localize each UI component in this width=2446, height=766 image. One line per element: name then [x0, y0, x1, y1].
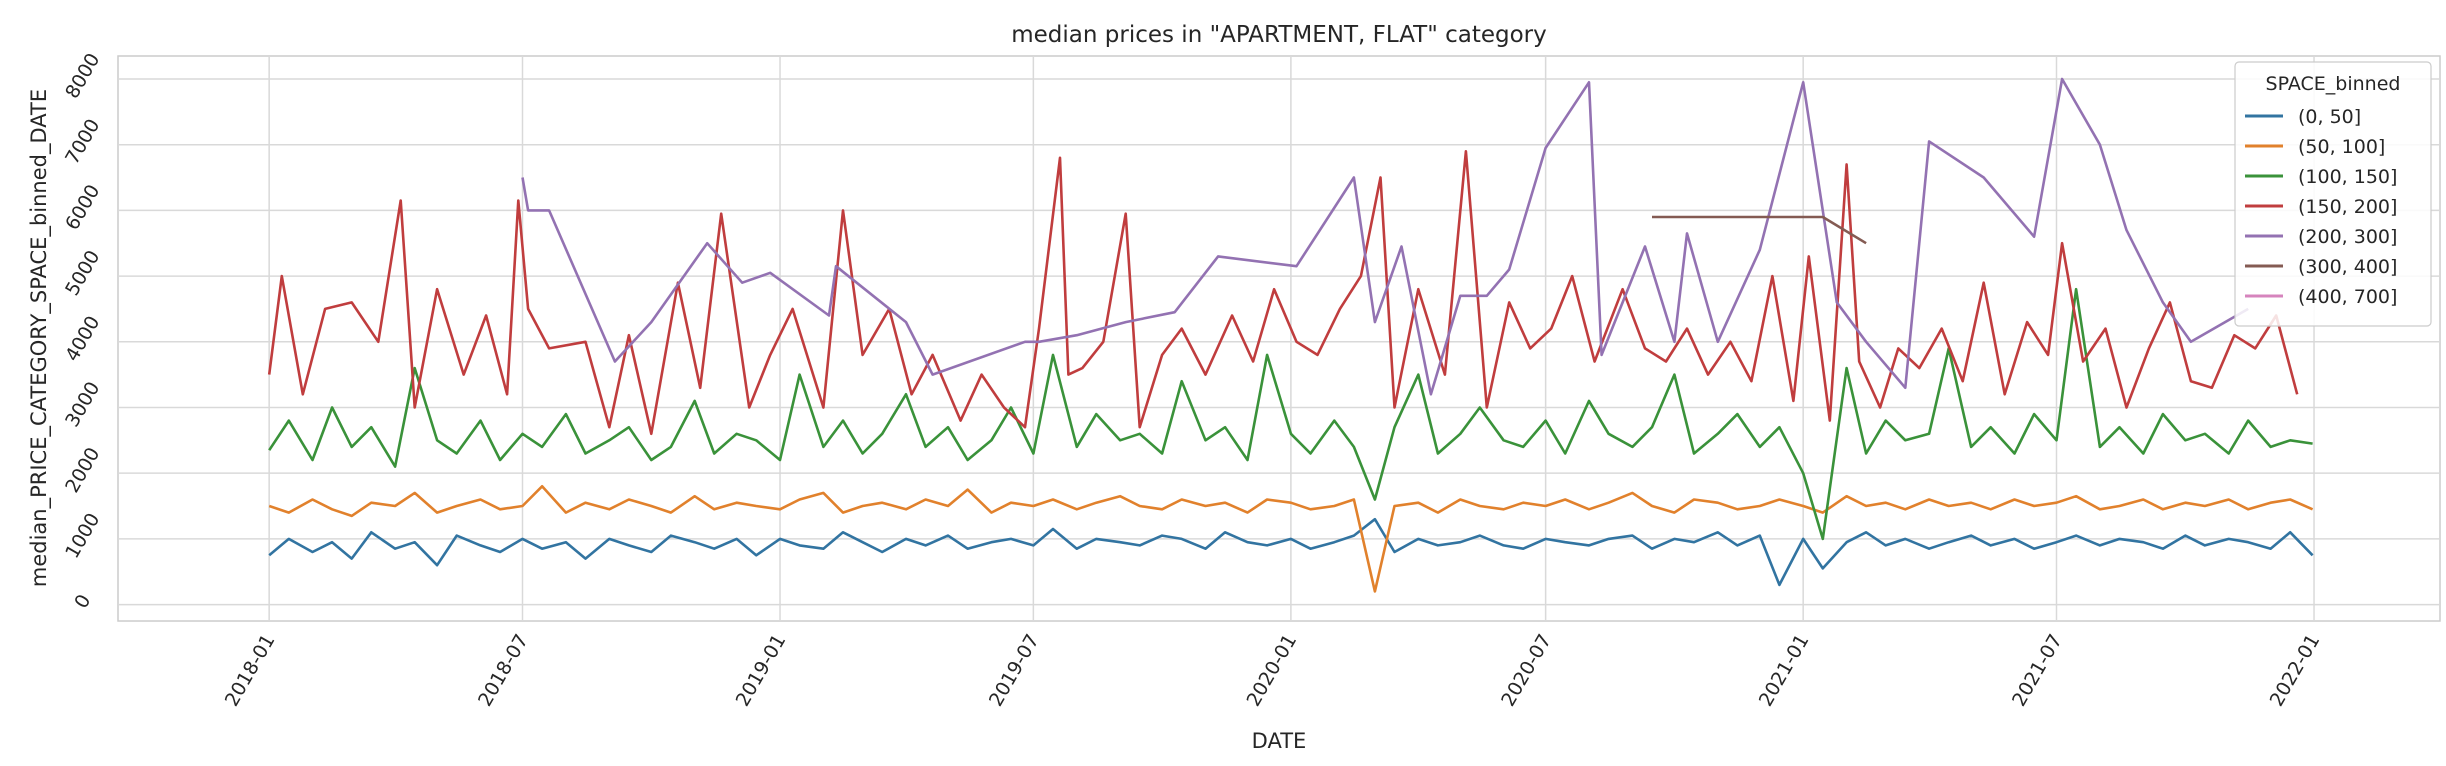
plot-area — [117, 55, 2441, 622]
y-axis-title: median_PRICE_CATEGORY_SPACE_binned_DATE — [27, 89, 52, 587]
legend-box — [2234, 61, 2432, 327]
series-line-1 — [268, 517, 2314, 587]
legend-entry-label: (100, 150] — [2298, 166, 2397, 188]
legend-entry-label: (0, 50] — [2298, 106, 2361, 128]
series-lines — [267, 77, 2314, 593]
legend-entries: (0, 50] (50, 100] (100, 150] (150, 200] (200… — [2245, 106, 2397, 308]
x-axis-title: DATE — [1252, 729, 1307, 753]
series-line-4 — [267, 150, 2299, 436]
legend-title: SPACE_binned — [2266, 73, 2401, 95]
legend-entry-label: (300, 400] — [2298, 256, 2397, 278]
chart-title: median prices in "APARTMENT, FLAT" categ… — [1011, 22, 1547, 48]
series-line-3 — [268, 287, 2313, 541]
legend-entry-label: (200, 300] — [2298, 226, 2397, 248]
legend-entry-label: (400, 700] — [2298, 286, 2397, 308]
series-line-2 — [268, 484, 2314, 593]
series-line-6 — [1652, 215, 1867, 245]
legend-entry-label: (50, 100] — [2298, 136, 2385, 158]
legend-entry-label: (150, 200] — [2298, 196, 2397, 218]
legend: SPACE_binned (0, 50](50, 100](100, 150](… — [2234, 61, 2432, 327]
series-line-5 — [521, 77, 2249, 396]
